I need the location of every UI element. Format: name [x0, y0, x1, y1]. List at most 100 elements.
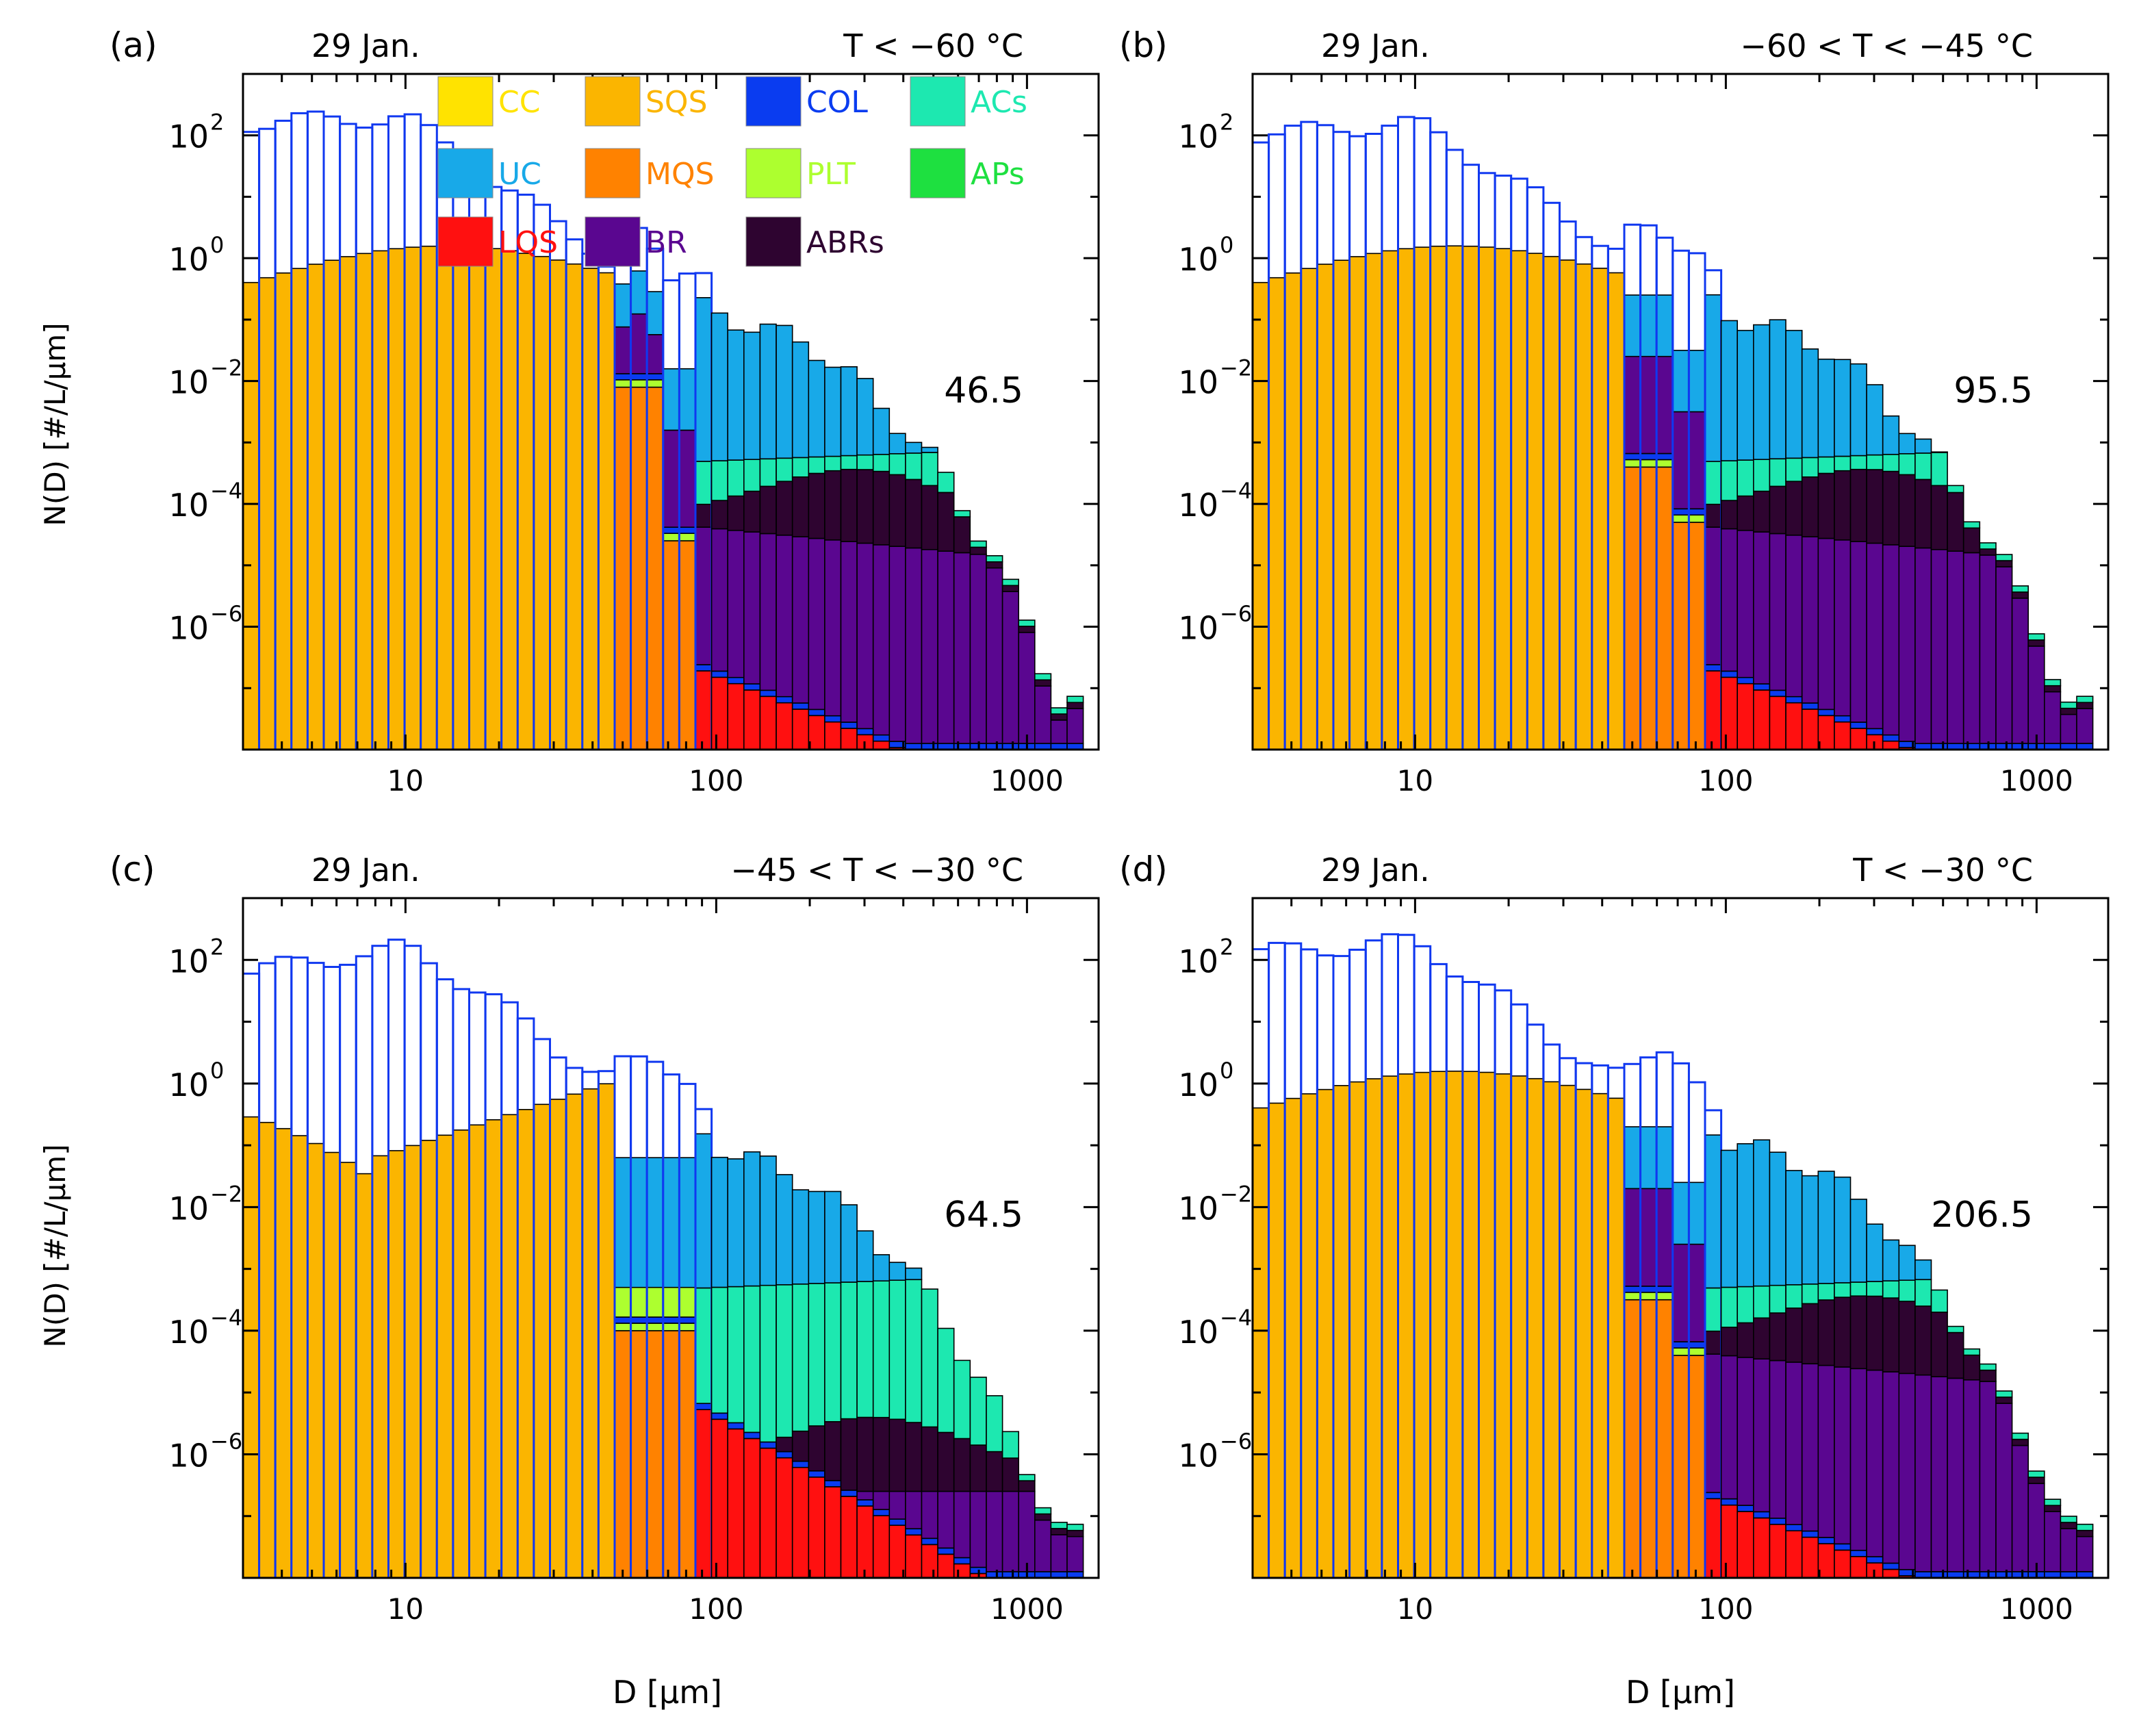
- bar-segment: [1882, 1239, 1900, 1281]
- bar-segment: [1672, 411, 1690, 510]
- bar-segment: [856, 1281, 874, 1418]
- bar-segment: [791, 457, 810, 478]
- bar-segment: [1849, 1556, 1867, 1579]
- bar-segment: [1737, 459, 1754, 497]
- bar-segment: [630, 386, 648, 750]
- bar-segment: [791, 341, 810, 459]
- bar-segment: [905, 1267, 923, 1281]
- bar-segment: [776, 534, 793, 698]
- bar-segment: [598, 272, 615, 750]
- bar-segment: [1866, 1295, 1884, 1371]
- bar-segment: [2060, 707, 2077, 715]
- bar-segment: [1947, 550, 1964, 744]
- bar-segment: [1688, 522, 1706, 750]
- bar-segment: [1882, 740, 1900, 750]
- bar-segment: [436, 245, 454, 750]
- bar-segment: [1672, 1347, 1690, 1356]
- bar-segment: [1753, 1358, 1771, 1513]
- bar-segment: [1688, 1355, 1706, 1579]
- bar-segment: [646, 1316, 664, 1324]
- bar-segment: [1962, 1379, 1981, 1572]
- y-tick-label: 10: [168, 1437, 209, 1474]
- bar-segment: [1333, 259, 1350, 750]
- bar-segment: [1785, 1170, 1803, 1286]
- bar-segment: [1866, 1369, 1884, 1557]
- bar-segment: [921, 548, 938, 744]
- y-tick-exponent: −4: [1220, 1305, 1252, 1331]
- bar-segment: [921, 1537, 938, 1546]
- bar-segment: [1769, 458, 1786, 487]
- bar-segment: [727, 682, 745, 750]
- bar-segment: [727, 529, 745, 678]
- panel-temperature-range: −45 < T < −30 °C: [730, 852, 1023, 889]
- bar-segment: [888, 1490, 906, 1520]
- bar-segment: [937, 1431, 955, 1492]
- y-tick-label: 10: [1178, 1437, 1218, 1474]
- bar-segment: [1930, 1376, 1948, 1572]
- bar-segment: [710, 500, 728, 530]
- bar-segment: [630, 373, 648, 381]
- bar-segment: [1834, 721, 1852, 750]
- y-tick-exponent: −4: [1220, 478, 1252, 504]
- bar-segment: [776, 1451, 793, 1459]
- bar-segment: [1753, 490, 1771, 533]
- bar-segment: [1624, 452, 1641, 461]
- bar-segment: [986, 567, 1003, 744]
- bar-segment: [1429, 245, 1448, 750]
- bar-segment: [387, 1150, 405, 1579]
- bar-segment: [630, 1286, 648, 1318]
- bar-segment: [1801, 457, 1819, 478]
- bar-segment: [937, 1553, 955, 1579]
- bar-segment: [1672, 522, 1690, 750]
- bar-segment: [1348, 256, 1366, 750]
- bar-segment: [856, 378, 874, 456]
- bar-segment: [727, 459, 745, 497]
- bar-segment: [727, 1158, 745, 1288]
- bar-segment: [1656, 466, 1674, 750]
- bar-segment: [1688, 508, 1706, 516]
- bar-segment: [1672, 349, 1690, 413]
- bar-segment: [517, 253, 535, 750]
- bar-segment: [921, 485, 938, 550]
- y-tick-exponent: −6: [1220, 601, 1252, 627]
- bar-segment: [1866, 384, 1884, 456]
- bar-segment: [1333, 1085, 1350, 1579]
- bar-segment: [1769, 1151, 1786, 1286]
- bar-segment: [1001, 1457, 1019, 1492]
- bar-segment: [678, 1316, 696, 1324]
- bar-segment: [1995, 1390, 2013, 1398]
- bar-segment: [1882, 415, 1900, 455]
- bar-segment: [856, 469, 874, 544]
- bar-segment: [1624, 1126, 1641, 1190]
- bar-segment: [1381, 250, 1399, 750]
- y-tick-exponent: −2: [210, 355, 242, 381]
- bar-segment: [743, 1438, 761, 1579]
- bar-segment: [808, 472, 825, 539]
- bar-segment: [1769, 1284, 1786, 1314]
- bar-segment: [1001, 1490, 1019, 1572]
- y-tick-label: 10: [168, 1314, 209, 1351]
- bar-segment: [1639, 1188, 1658, 1287]
- bar-segment: [1688, 1341, 1706, 1349]
- bar-segment: [1737, 1505, 1754, 1512]
- bar-segment: [1252, 1107, 1270, 1579]
- bar-segment: [1688, 1243, 1706, 1342]
- bar-segment: [1785, 457, 1803, 482]
- bar-segment: [872, 453, 891, 472]
- bar-segment: [905, 1279, 923, 1423]
- x-tick-label: 1000: [990, 1592, 1064, 1626]
- bar-segment: [727, 329, 745, 461]
- bar-segment: [905, 1528, 923, 1536]
- y-tick-label: 10: [168, 118, 209, 155]
- bar-segment: [1526, 1077, 1544, 1579]
- bar-segment: [1930, 1312, 1948, 1377]
- bar-segment: [1720, 1504, 1739, 1579]
- bar-segment: [1753, 531, 1771, 685]
- bar-segment: [630, 1157, 648, 1288]
- bar-segment: [1656, 1126, 1674, 1190]
- y-tick-exponent: −2: [1220, 1181, 1252, 1207]
- bar-segment: [1930, 1289, 1948, 1313]
- bar-segment: [776, 1457, 793, 1579]
- legend-swatch: [745, 216, 802, 267]
- bar-segment: [1365, 1078, 1383, 1579]
